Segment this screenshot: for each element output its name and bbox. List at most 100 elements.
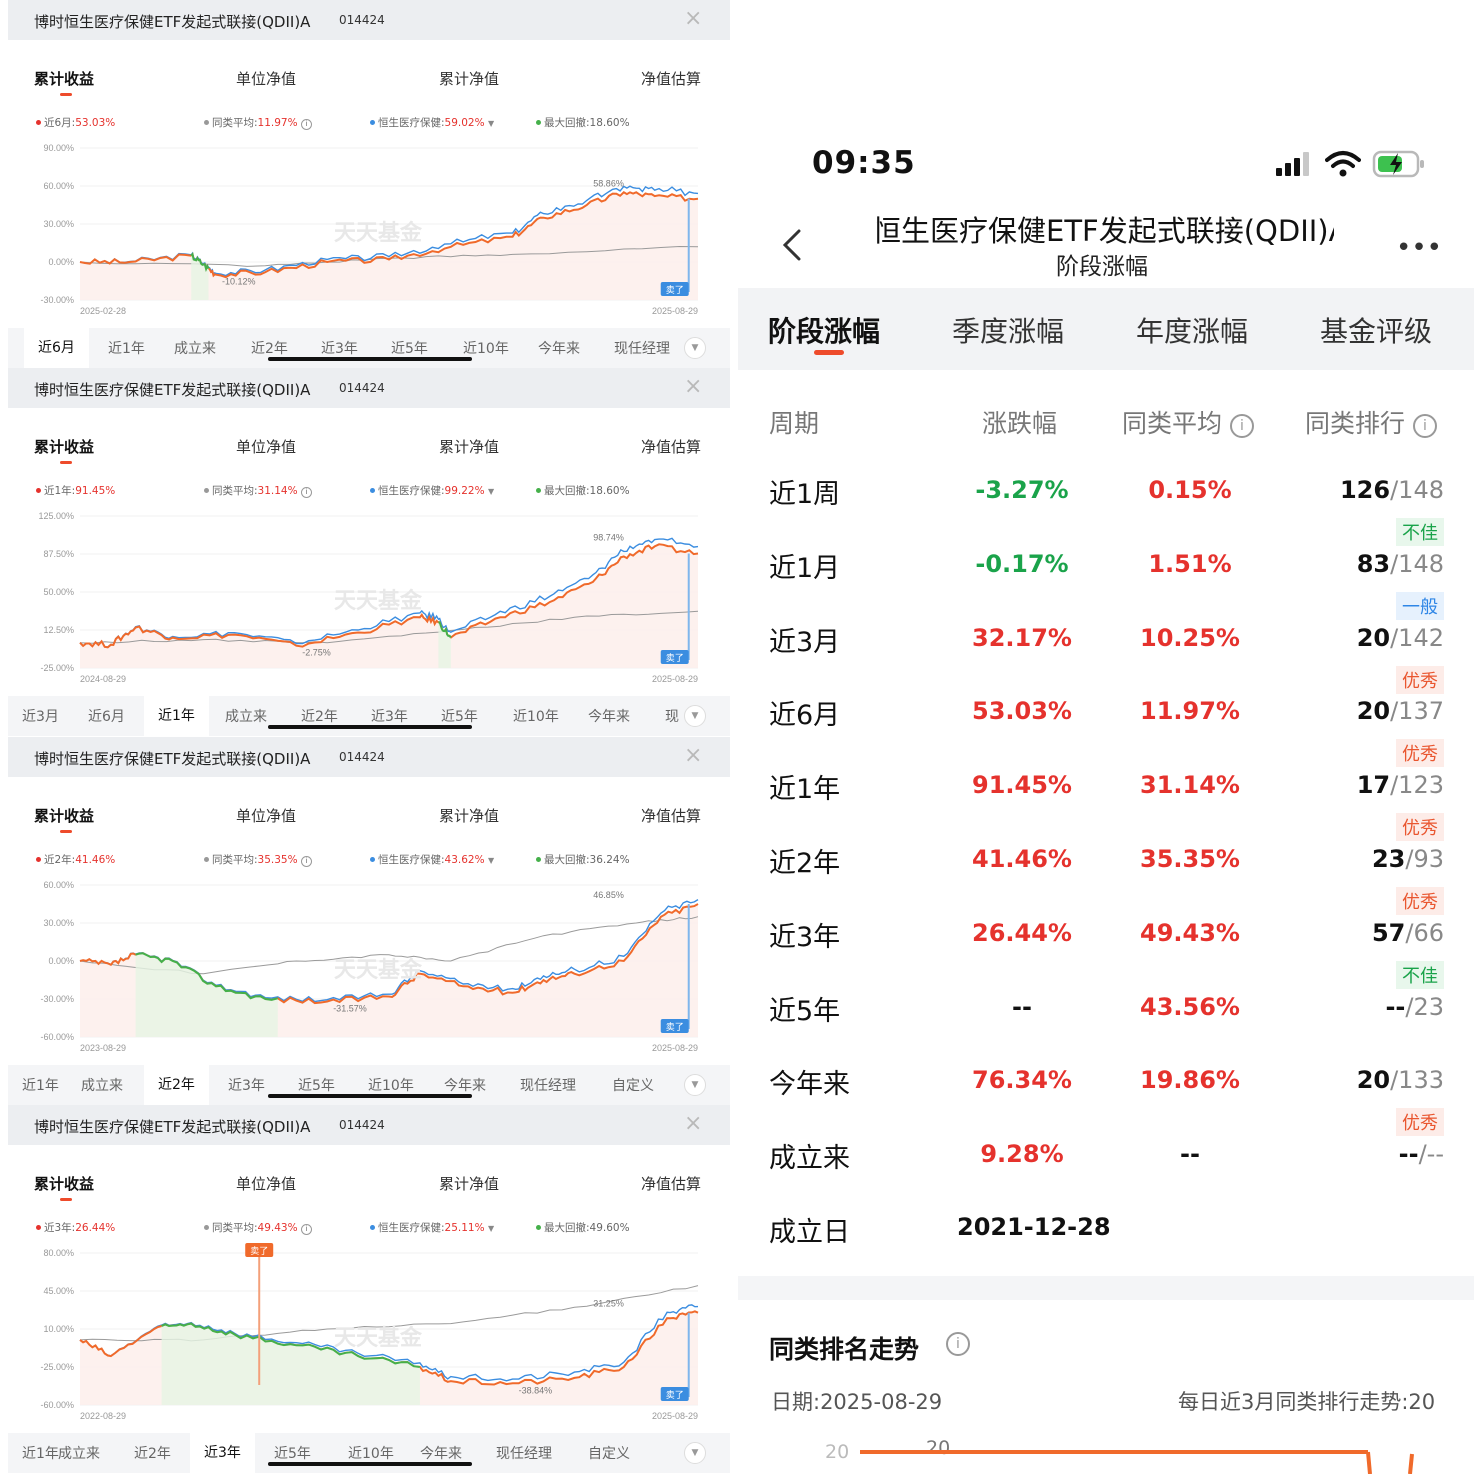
info-icon[interactable]: i bbox=[1229, 414, 1254, 438]
range-tab[interactable]: 近10年 bbox=[513, 709, 559, 725]
legend-index[interactable]: 恒生医疗保健:43.62% ▼ bbox=[370, 852, 494, 867]
range-tab[interactable]: 成立来 bbox=[225, 709, 267, 725]
range-tab[interactable]: 自定义 bbox=[612, 1078, 654, 1094]
metric-tab[interactable]: 单位净值 bbox=[236, 807, 297, 825]
range-tab[interactable]: 近1年 bbox=[22, 1446, 59, 1462]
range-tab[interactable]: 近3年 bbox=[321, 341, 358, 357]
range-tab[interactable]: 成立来 bbox=[174, 341, 216, 357]
metric-tab[interactable]: 累计净值 bbox=[439, 438, 500, 456]
range-tab[interactable]: 近5年 bbox=[441, 709, 478, 725]
more-icon[interactable]: ••• bbox=[1396, 233, 1443, 263]
legend-index[interactable]: 恒生医疗保健:59.02% ▼ bbox=[370, 115, 494, 130]
fund-chart-panel: 博时恒生医疗保健ETF发起式联接(QDII)A 014424 × 累计收益 单位净值 累计… bbox=[8, 368, 730, 736]
close-icon[interactable]: × bbox=[684, 374, 703, 399]
range-tab[interactable]: 自定义 bbox=[588, 1446, 630, 1462]
info-icon[interactable]: i bbox=[946, 1332, 970, 1356]
metric-tab[interactable]: 净值估算 bbox=[641, 807, 702, 825]
range-tab[interactable]: 现任经理 bbox=[614, 341, 670, 357]
return-chart[interactable]: 80.00% 45.00% 10.00% -25.00% -60.00% 2022-08-… bbox=[8, 1235, 730, 1435]
metric-tab[interactable]: 单位净值 bbox=[236, 1175, 297, 1193]
range-tab[interactable]: 近2年 bbox=[301, 709, 338, 725]
tab-stage-change[interactable]: 阶段涨幅 bbox=[768, 315, 881, 348]
sell-tag: 卖了 bbox=[666, 653, 684, 664]
metric-tab[interactable]: 累计净值 bbox=[439, 1175, 500, 1193]
fund-code: 014424 bbox=[339, 1118, 385, 1132]
range-tab[interactable]: 近2年 bbox=[144, 1065, 209, 1105]
legend-index[interactable]: 恒生医疗保健:25.11% ▼ bbox=[370, 1220, 494, 1235]
info-icon[interactable]: i bbox=[1412, 414, 1437, 438]
range-tab[interactable]: 近5年 bbox=[391, 341, 428, 357]
range-tab[interactable]: 现任经理 bbox=[520, 1078, 576, 1094]
average-value: 35.35% bbox=[1140, 845, 1240, 873]
tab-year-change[interactable]: 年度涨幅 bbox=[1136, 315, 1249, 348]
rank-badge: 优秀 bbox=[1396, 739, 1444, 768]
range-tab[interactable]: 近6月 bbox=[88, 709, 125, 725]
y-tick-label: -25.00% bbox=[40, 1362, 74, 1372]
fund-chart-panel: 博时恒生医疗保健ETF发起式联接(QDII)A 014424 × 累计收益 单位净值 累计… bbox=[8, 737, 730, 1105]
scroll-indicator bbox=[268, 725, 472, 729]
metric-tab[interactable]: 单位净值 bbox=[236, 70, 297, 88]
close-icon[interactable]: × bbox=[684, 743, 703, 768]
return-chart[interactable]: 90.00% 60.00% 30.00% 0.00% -30.00% 2025-02-28… bbox=[8, 130, 730, 330]
range-tab[interactable]: 近5年 bbox=[274, 1446, 311, 1462]
range-tab[interactable]: 近3月 bbox=[22, 709, 59, 725]
return-chart[interactable]: 125.00% 87.50% 50.00% 12.50% -25.00% 2024-08-… bbox=[8, 498, 730, 698]
metric-tab[interactable]: 累计收益 bbox=[34, 70, 95, 88]
chevron-down-icon[interactable]: ▼ bbox=[684, 1442, 706, 1464]
fund-chart-panel: 博时恒生医疗保健ETF发起式联接(QDII)A 014424 × 累计收益 单位净值 累计… bbox=[8, 1105, 730, 1473]
close-icon[interactable]: × bbox=[684, 1111, 703, 1136]
sell-flag: 卖了 bbox=[250, 1246, 268, 1257]
y-tick-label: -30.00% bbox=[40, 295, 74, 305]
chevron-down-icon[interactable]: ▼ bbox=[684, 337, 706, 359]
close-icon[interactable]: × bbox=[684, 6, 703, 31]
range-tab[interactable]: 近1年 bbox=[108, 341, 145, 357]
range-tab[interactable]: 今年来 bbox=[538, 341, 580, 357]
range-tab[interactable]: 今年来 bbox=[444, 1078, 486, 1094]
chevron-down-icon[interactable]: ▼ bbox=[684, 1074, 706, 1096]
range-tab[interactable]: 现任经理 bbox=[496, 1446, 552, 1462]
range-tab[interactable]: 现 bbox=[665, 709, 679, 725]
metric-tab[interactable]: 累计净值 bbox=[439, 70, 500, 88]
y-tick-label: 0.00% bbox=[48, 257, 74, 267]
legend-index[interactable]: 恒生医疗保健:99.22% ▼ bbox=[370, 483, 494, 498]
legend-fund: 近1年:91.45% bbox=[36, 483, 115, 498]
range-tab[interactable]: 近5年 bbox=[298, 1078, 335, 1094]
range-tab[interactable]: 近6月 bbox=[24, 328, 89, 368]
sell-flag-bg bbox=[245, 1243, 274, 1257]
range-tab[interactable]: 今年来 bbox=[588, 709, 630, 725]
change-value: 76.34% bbox=[972, 1066, 1072, 1095]
range-tab[interactable]: 近3年 bbox=[371, 709, 408, 725]
metric-tab[interactable]: 净值估算 bbox=[641, 70, 702, 88]
metric-tab[interactable]: 累计收益 bbox=[34, 1175, 95, 1193]
rank-value: 20/142 bbox=[1356, 623, 1444, 652]
metric-tab[interactable]: 累计收益 bbox=[34, 438, 95, 456]
return-chart[interactable]: 60.00% 30.00% 0.00% -30.00% -60.00% 2023-08-2… bbox=[8, 867, 730, 1067]
range-tab[interactable]: 近3年 bbox=[228, 1078, 265, 1094]
metric-tab[interactable]: 累计收益 bbox=[34, 807, 95, 825]
range-tab[interactable]: 近2年 bbox=[251, 341, 288, 357]
chevron-down-icon[interactable]: ▼ bbox=[684, 705, 706, 727]
range-tab[interactable]: 成立来 bbox=[58, 1446, 100, 1462]
legend-fund: 近2年:41.46% bbox=[36, 852, 115, 867]
metric-tab[interactable]: 单位净值 bbox=[236, 438, 297, 456]
metric-tab-underline bbox=[60, 830, 72, 833]
tab-fund-rating[interactable]: 基金评级 bbox=[1320, 315, 1433, 348]
range-tab[interactable]: 近1年 bbox=[144, 696, 209, 736]
range-tab[interactable]: 近2年 bbox=[134, 1446, 171, 1462]
trend-date: 日期:2025-08-29 bbox=[771, 1390, 943, 1414]
back-icon[interactable] bbox=[780, 228, 804, 266]
range-tab[interactable]: 近1年 bbox=[22, 1078, 59, 1094]
metric-tab[interactable]: 累计净值 bbox=[439, 807, 500, 825]
nav-title-text: 博时恒生医疗保健ETF发起式联接(QDII)A bbox=[876, 214, 1334, 248]
range-tab[interactable]: 近10年 bbox=[348, 1446, 394, 1462]
range-tab[interactable]: 近10年 bbox=[368, 1078, 414, 1094]
tab-quarter-change[interactable]: 季度涨幅 bbox=[952, 315, 1065, 348]
range-tab[interactable]: 今年来 bbox=[420, 1446, 462, 1462]
metric-tab[interactable]: 净值估算 bbox=[641, 438, 702, 456]
metric-tab[interactable]: 净值估算 bbox=[641, 1175, 702, 1193]
range-tab[interactable]: 近3年 bbox=[190, 1433, 255, 1473]
y-tick-label: 60.00% bbox=[43, 880, 74, 890]
range-tab[interactable]: 近10年 bbox=[463, 341, 509, 357]
max-label: 46.85% bbox=[593, 890, 624, 900]
range-tab[interactable]: 成立来 bbox=[81, 1078, 123, 1094]
